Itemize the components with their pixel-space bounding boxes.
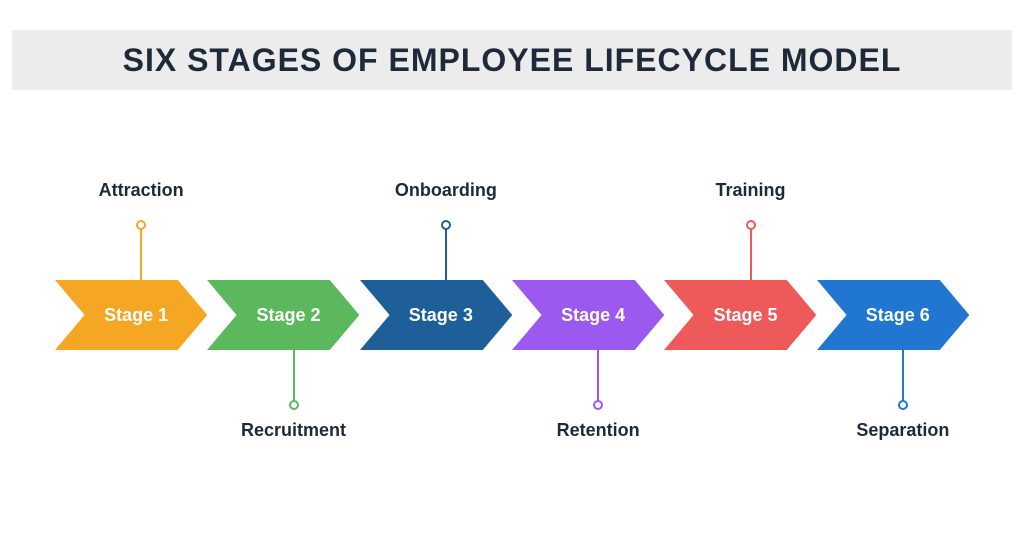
stage-callout-5: Training <box>671 180 831 201</box>
stage-name-label: Attraction <box>61 180 221 201</box>
stage-label: Stage 4 <box>512 280 664 350</box>
callout-dot <box>898 400 908 410</box>
callout-stem <box>140 225 142 280</box>
stage-chevron-3: Stage 3 <box>360 280 512 350</box>
callout-dot <box>746 220 756 230</box>
stage-label: Stage 6 <box>817 280 969 350</box>
stage-label: Stage 3 <box>360 280 512 350</box>
callout-stem <box>597 350 599 405</box>
stage-chevron-6: Stage 6 <box>817 280 969 350</box>
stage-name-label: Retention <box>518 420 678 441</box>
stage-callout-1: Attraction <box>61 180 221 201</box>
callout-dot <box>136 220 146 230</box>
callout-stem <box>902 350 904 405</box>
stage-label: Stage 1 <box>55 280 207 350</box>
callout-stem <box>445 225 447 280</box>
stage-chevron-4: Stage 4 <box>512 280 664 350</box>
stage-callout-6: Separation <box>823 420 983 441</box>
stage-name-label: Training <box>671 180 831 201</box>
callout-dot <box>593 400 603 410</box>
lifecycle-flow: Stage 1Stage 2Stage 3Stage 4Stage 5Stage… <box>55 280 969 350</box>
stage-callout-4: Retention <box>518 420 678 441</box>
stage-label: Stage 5 <box>664 280 816 350</box>
callout-dot <box>289 400 299 410</box>
stage-chevron-5: Stage 5 <box>664 280 816 350</box>
stage-callout-2: Recruitment <box>214 420 374 441</box>
title-bar: SIX STAGES OF EMPLOYEE LIFECYCLE MODEL <box>12 30 1012 90</box>
stage-label: Stage 2 <box>207 280 359 350</box>
stage-callout-3: Onboarding <box>366 180 526 201</box>
callout-stem <box>750 225 752 280</box>
stage-chevron-2: Stage 2 <box>207 280 359 350</box>
stage-name-label: Recruitment <box>214 420 374 441</box>
callout-stem <box>293 350 295 405</box>
stage-chevron-1: Stage 1 <box>55 280 207 350</box>
stage-name-label: Onboarding <box>366 180 526 201</box>
stage-name-label: Separation <box>823 420 983 441</box>
page-title: SIX STAGES OF EMPLOYEE LIFECYCLE MODEL <box>123 42 902 79</box>
callout-dot <box>441 220 451 230</box>
